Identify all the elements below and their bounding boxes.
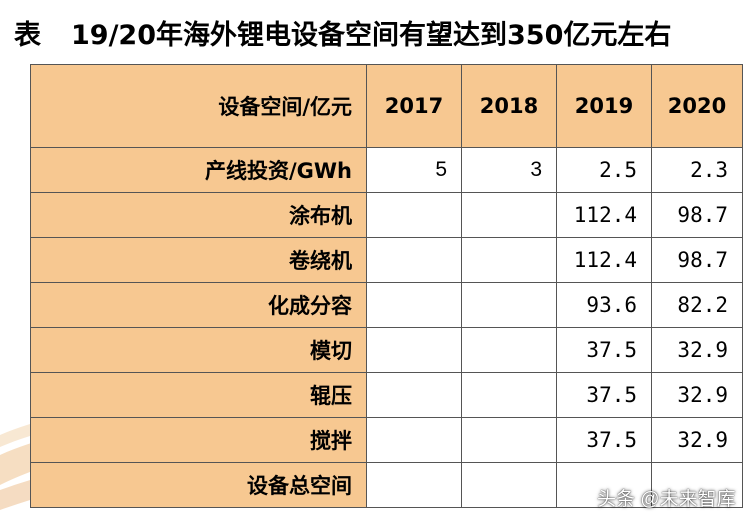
header-year-2018: 2018: [461, 64, 557, 148]
header-year-2019: 2019: [556, 64, 652, 148]
table-row: 卷绕机 112.4 98.7: [30, 237, 743, 283]
cell-value: 32.9: [651, 372, 743, 418]
cell-value: [461, 192, 557, 238]
table-row: 化成分容 93.6 82.2: [30, 282, 743, 328]
cell-value: 2.3: [651, 147, 743, 193]
cell-value: [366, 372, 462, 418]
cell-value: [366, 237, 462, 283]
cell-value: [461, 372, 557, 418]
cell-value: 112.4: [556, 237, 652, 283]
cell-value: 37.5: [556, 417, 652, 463]
cell-value: [461, 417, 557, 463]
row-label: 化成分容: [30, 282, 367, 328]
cell-value: [366, 417, 462, 463]
source-watermark: 头条 @未来智库: [597, 489, 736, 510]
cell-value: 112.4: [556, 192, 652, 238]
table-title-text: 19/20年海外锂电设备空间有望达到350亿元左右: [71, 19, 672, 51]
cell-value: [366, 282, 462, 328]
row-label: 辊压: [30, 372, 367, 418]
row-label: 设备总空间: [30, 462, 367, 508]
row-label: 涂布机: [30, 192, 367, 238]
cell-value: 98.7: [651, 237, 743, 283]
cell-value: 3: [461, 147, 557, 193]
table-row: 设备总空间: [30, 462, 743, 508]
table-row: 产线投资/GWh 5 3 2.5 2.3: [30, 147, 743, 193]
cell-value: 93.6: [556, 282, 652, 328]
row-label: 产线投资/GWh: [30, 147, 367, 193]
header-year-2020: 2020: [651, 64, 743, 148]
row-label: 模切: [30, 327, 367, 373]
cell-value: 32.9: [651, 417, 743, 463]
cell-value: [366, 327, 462, 373]
cell-value: 37.5: [556, 327, 652, 373]
header-year-2017: 2017: [366, 64, 462, 148]
row-label: 搅拌: [30, 417, 367, 463]
cell-value: [461, 462, 557, 508]
row-label: 卷绕机: [30, 237, 367, 283]
table-row: 模切 37.5 32.9: [30, 327, 743, 373]
cell-value: [461, 327, 557, 373]
cell-value: 2.5: [556, 147, 652, 193]
header-row-label: 设备空间/亿元: [30, 64, 367, 148]
cell-value: [366, 192, 462, 238]
table-title: 表 19/20年海外锂电设备空间有望达到350亿元左右: [14, 12, 671, 52]
cell-value: 82.2: [651, 282, 743, 328]
table-row: 辊压 37.5 32.9: [30, 372, 743, 418]
cell-value: [366, 462, 462, 508]
cell-value: [461, 282, 557, 328]
cell-value: [556, 462, 652, 508]
table-row: 搅拌 37.5 32.9: [30, 417, 743, 463]
table-row: 涂布机 112.4 98.7: [30, 192, 743, 238]
table-title-label: 表: [14, 19, 41, 51]
cell-value: 98.7: [651, 192, 743, 238]
cell-value: [461, 237, 557, 283]
cell-value: 5: [366, 147, 462, 193]
cell-value: 37.5: [556, 372, 652, 418]
cell-value: 32.9: [651, 327, 743, 373]
equipment-space-table: 设备空间/亿元 2017 2018 2019 2020 产线投资/GWh 5 3…: [30, 64, 743, 508]
header-row: 设备空间/亿元 2017 2018 2019 2020: [30, 64, 743, 148]
cell-value: [651, 462, 743, 508]
